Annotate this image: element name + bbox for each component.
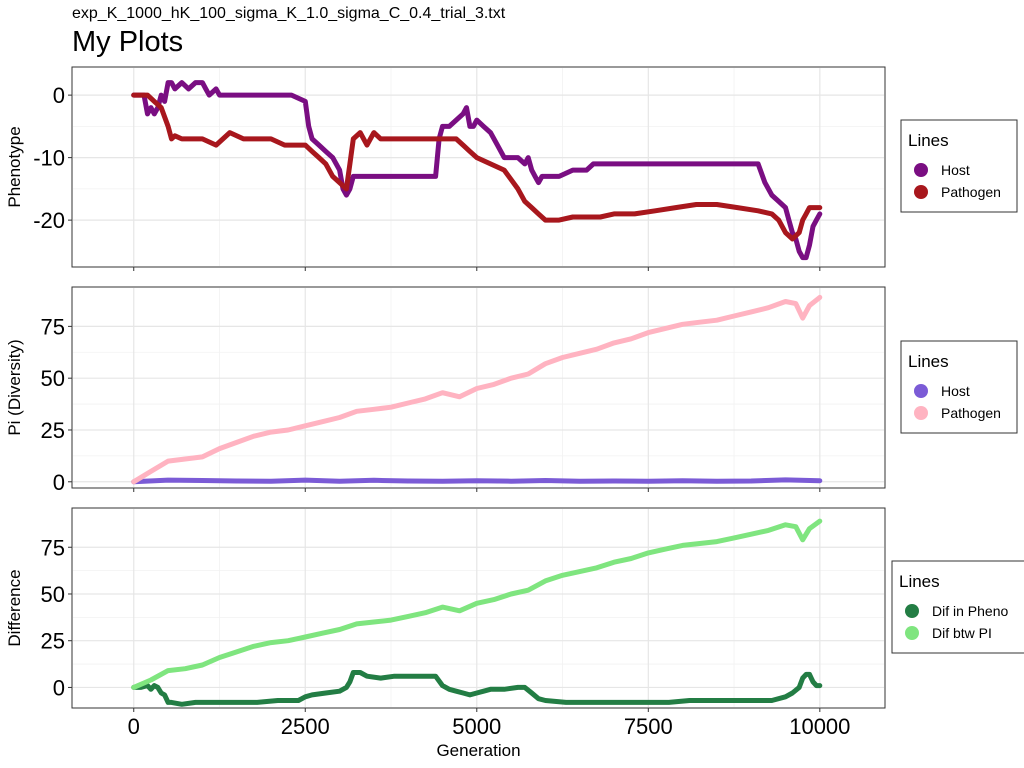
series-line-host <box>131 477 823 485</box>
y-axis-title: Difference <box>5 569 24 646</box>
x-axis-title: Generation <box>436 741 520 760</box>
legend-label: Host <box>941 383 970 399</box>
legend-key <box>914 185 928 199</box>
x-tick-label: 10000 <box>789 714 850 739</box>
y-tick-label: 75 <box>41 314 65 339</box>
y-axis-title: Phenotype <box>5 126 24 207</box>
legend: Lines Host Pathogen <box>900 340 1018 434</box>
panel-1: 0 -10 -20 Phenotype <box>5 66 886 271</box>
series-line-dif-btw-pi <box>131 518 823 690</box>
y-tick-label: -10 <box>33 146 65 171</box>
file-label: exp_K_1000_hK_100_sigma_K_1.0_sigma_C_0.… <box>72 5 506 22</box>
panel-background <box>71 507 886 709</box>
legend: Lines Host Pathogen <box>900 119 1018 213</box>
panel-3: 0 25 50 75 0 2500 5000 7500 10000 Difference Gener… <box>5 507 886 760</box>
y-tick-label: 75 <box>41 535 65 560</box>
page-title: My Plots <box>72 26 184 58</box>
y-tick-label: 0 <box>53 83 65 108</box>
legend-key <box>914 163 928 177</box>
series-line-host <box>131 80 823 261</box>
y-tick-label: -20 <box>33 208 65 233</box>
series-line-pathogen <box>131 92 823 242</box>
legend-title: Lines <box>908 352 949 371</box>
y-tick-label: 50 <box>41 582 65 607</box>
y-tick-label: 25 <box>41 629 65 654</box>
legend-label: Pathogen <box>941 405 1001 421</box>
legend-title: Lines <box>899 572 940 591</box>
y-axis-title: Pi (Diversity) <box>5 339 24 435</box>
legend-key <box>914 406 928 420</box>
y-tick-label: 0 <box>53 675 65 700</box>
x-tick-label: 7500 <box>624 714 673 739</box>
legend-key <box>914 384 928 398</box>
series-line-pathogen <box>131 294 823 485</box>
legend: Lines Dif in Pheno Dif btw PI <box>891 560 1024 654</box>
legend-label: Dif btw PI <box>932 625 992 641</box>
legend-key <box>905 626 919 640</box>
legend-label: Host <box>941 162 970 178</box>
series-line-dif-in-pheno <box>131 670 823 707</box>
panel-background <box>71 66 886 268</box>
y-tick-label: 25 <box>41 418 65 443</box>
legend-title: Lines <box>908 131 949 150</box>
y-tick-label: 0 <box>53 470 65 495</box>
legend-label: Dif in Pheno <box>932 603 1008 619</box>
x-tick-label: 5000 <box>452 714 501 739</box>
legend-label: Pathogen <box>941 184 1001 200</box>
legend-key <box>905 604 919 618</box>
panel-2: 0 25 50 75 Pi (Diversity) <box>5 286 886 495</box>
x-tick-label: 2500 <box>281 714 330 739</box>
y-tick-label: 50 <box>41 366 65 391</box>
x-tick-label: 0 <box>128 714 140 739</box>
